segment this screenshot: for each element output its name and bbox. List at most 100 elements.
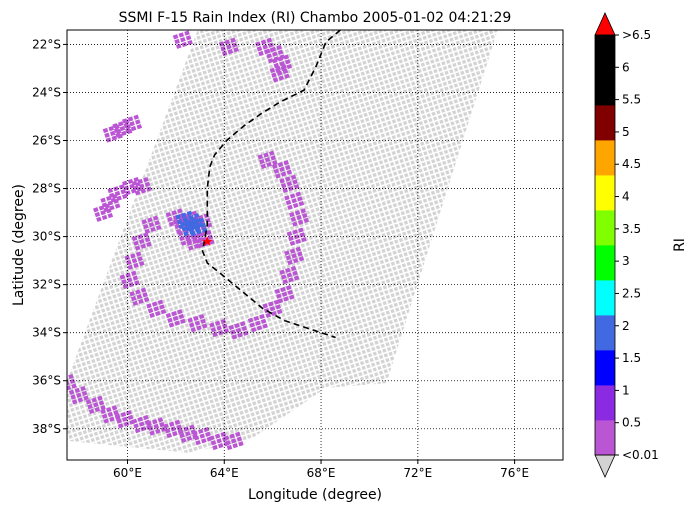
rain-pixel bbox=[125, 272, 131, 278]
rain-pixel bbox=[273, 168, 280, 174]
rain-pixel bbox=[120, 411, 127, 418]
rain-pixel bbox=[207, 234, 214, 240]
rain-pixel bbox=[218, 41, 225, 47]
rain-pixel bbox=[296, 214, 302, 221]
rain-pixel bbox=[287, 259, 293, 266]
rain-pixel bbox=[286, 181, 293, 187]
rain-pixel bbox=[127, 264, 134, 270]
rain-pixel bbox=[283, 296, 289, 302]
rain-pixel bbox=[288, 185, 294, 192]
rain-pixel bbox=[300, 208, 306, 214]
rain-pixel bbox=[282, 68, 289, 75]
rain-pixel bbox=[93, 207, 99, 213]
rain-pixel bbox=[302, 213, 308, 219]
rain-pixel bbox=[188, 229, 195, 235]
rain-pixel bbox=[180, 221, 186, 227]
y-tick-label: 30°S bbox=[32, 230, 61, 244]
rain-pixel bbox=[220, 431, 227, 437]
colorbar-tick-label: >6.5 bbox=[622, 28, 651, 42]
rain-pixel bbox=[153, 306, 160, 312]
rain-pixel bbox=[281, 64, 287, 70]
rain-pixel bbox=[197, 237, 204, 243]
colorbar-band bbox=[595, 315, 615, 351]
rain-pixel bbox=[127, 178, 134, 185]
rain-pixel bbox=[247, 317, 254, 323]
rain-pixel bbox=[212, 331, 218, 338]
rain-pixel bbox=[264, 48, 271, 54]
rain-pixel bbox=[131, 235, 138, 242]
rain-pixel bbox=[277, 49, 284, 55]
y-tick-label: 24°S bbox=[32, 85, 61, 99]
rain-pixel bbox=[187, 224, 193, 230]
rain-pixel bbox=[130, 295, 137, 302]
rain-pixel bbox=[265, 312, 272, 318]
rain-pixel bbox=[229, 433, 235, 439]
rain-pixel bbox=[178, 32, 185, 38]
rain-pixel bbox=[101, 214, 108, 221]
rain-pixel bbox=[209, 435, 215, 441]
rain-pixel bbox=[279, 178, 285, 184]
rain-pixel bbox=[267, 58, 274, 64]
rain-pixel bbox=[201, 323, 208, 329]
colorbar-tick-label: 4 bbox=[622, 190, 630, 204]
rain-pixel bbox=[293, 234, 300, 240]
chart-title: SSMI F-15 Rain Index (RI) Chambo 2005-01… bbox=[119, 10, 512, 26]
rain-pixel bbox=[231, 334, 238, 340]
y-tick-label: 32°S bbox=[32, 278, 61, 292]
rain-pixel bbox=[224, 39, 231, 45]
rain-pixel bbox=[276, 44, 282, 51]
colorbar-label: RI bbox=[672, 238, 688, 252]
rain-pixel bbox=[133, 114, 139, 120]
storm-track bbox=[201, 30, 341, 339]
rain-pixel bbox=[69, 378, 76, 384]
rain-pixel bbox=[113, 186, 119, 192]
rain-pixel bbox=[146, 186, 152, 192]
rain-pixel bbox=[171, 210, 177, 216]
rain-pixel bbox=[110, 197, 117, 203]
rain-pixel bbox=[295, 238, 301, 245]
rain-pixel bbox=[180, 437, 187, 443]
rain-pixel bbox=[148, 222, 155, 228]
rain-pixel bbox=[192, 238, 198, 245]
rain-pixel bbox=[186, 435, 193, 442]
rain-pixel bbox=[295, 191, 302, 197]
rain-pixel bbox=[198, 313, 205, 320]
rain-pixel bbox=[67, 385, 72, 391]
colorbar-tick-label: 5.5 bbox=[622, 93, 641, 107]
rain-pixel bbox=[183, 426, 189, 432]
rain-pixel bbox=[237, 332, 243, 338]
colorbar-tick-label: 1.5 bbox=[622, 351, 641, 365]
rain-pixel bbox=[136, 294, 143, 300]
rain-pixel bbox=[157, 417, 164, 423]
rain-pixel bbox=[253, 315, 260, 322]
rain-pixel bbox=[119, 274, 126, 280]
rain-pixel bbox=[187, 317, 193, 323]
rain-pixel bbox=[117, 423, 124, 429]
rain-pixel bbox=[142, 223, 149, 230]
rain-pixel bbox=[184, 235, 191, 242]
rain-pixel bbox=[290, 265, 297, 272]
rain-pixel bbox=[193, 435, 200, 441]
rain-pixel bbox=[186, 240, 193, 246]
rain-pixel bbox=[166, 432, 172, 439]
rain-pixel bbox=[68, 373, 74, 380]
y-tick-label: 26°S bbox=[32, 134, 61, 148]
rain-pixel bbox=[154, 220, 160, 226]
rain-pixel bbox=[139, 183, 145, 189]
rain-pixel bbox=[270, 46, 277, 52]
rain-pixel bbox=[135, 289, 141, 295]
rain-pixel bbox=[180, 318, 186, 324]
rain-pixel bbox=[179, 235, 185, 242]
rain-pixel bbox=[205, 431, 211, 437]
rain-pixel bbox=[283, 160, 289, 166]
rain-pixel bbox=[105, 137, 112, 143]
rain-pixel bbox=[88, 408, 95, 414]
swath-coverage bbox=[67, 30, 498, 453]
rain-pixel bbox=[285, 267, 291, 273]
rain-pixel bbox=[277, 298, 284, 304]
colorbar-tick-label: 5 bbox=[622, 125, 630, 139]
y-axis-ticks: 22°S 24°S 26°S 28°S 30°S 32°S 34°S 36°S 38°S bbox=[32, 37, 67, 436]
rain-pixel bbox=[271, 72, 277, 78]
rain-pixel bbox=[291, 198, 297, 204]
rain-pixel bbox=[188, 214, 194, 221]
